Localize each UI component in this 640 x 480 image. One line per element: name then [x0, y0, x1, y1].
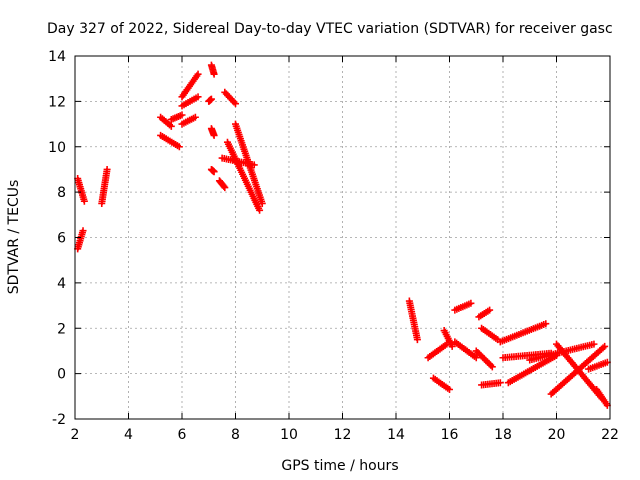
- data-point: [221, 184, 229, 192]
- data-point: [178, 111, 186, 119]
- data-point: [210, 131, 218, 139]
- y-axis-label: SDTVAR / TECUs: [6, 180, 22, 295]
- data-point: [496, 379, 504, 387]
- data-point: [167, 122, 175, 130]
- point-group: [478, 379, 504, 389]
- data-series: [74, 61, 611, 409]
- x-tick-label: 16: [441, 427, 459, 443]
- chart-title: Day 327 of 2022, Sidereal Day-to-day VTE…: [47, 21, 613, 37]
- data-point: [413, 336, 421, 344]
- data-point: [488, 363, 496, 371]
- point-group: [496, 320, 550, 346]
- point-group: [451, 338, 480, 362]
- data-point: [250, 161, 258, 169]
- point-group: [585, 358, 611, 373]
- data-point: [446, 386, 453, 394]
- point-group: [167, 111, 186, 124]
- data-point: [210, 70, 218, 78]
- point-group: [178, 70, 202, 101]
- x-tick-label: 10: [280, 427, 298, 443]
- point-group: [223, 138, 264, 214]
- x-tick-label: 12: [334, 427, 352, 443]
- y-tick-label: 14: [48, 49, 66, 65]
- data-point: [601, 342, 609, 350]
- point-group: [74, 227, 87, 253]
- data-point: [472, 354, 480, 362]
- point-group: [205, 95, 215, 105]
- x-tick-label: 6: [178, 427, 187, 443]
- grid: [75, 56, 610, 419]
- x-tick-label: 22: [601, 427, 619, 443]
- point-group: [405, 297, 421, 344]
- data-point: [232, 100, 239, 108]
- y-tick-label: 0: [57, 367, 66, 383]
- y-tick-label: 6: [57, 231, 66, 247]
- data-point: [448, 342, 456, 350]
- x-tick-label: 14: [387, 427, 405, 443]
- data-point: [207, 95, 215, 103]
- point-group: [178, 113, 199, 128]
- data-point: [210, 168, 218, 176]
- data-point: [542, 320, 550, 328]
- point-group: [98, 165, 111, 207]
- data-point: [80, 197, 88, 205]
- point-group: [74, 175, 88, 205]
- point-group: [221, 88, 239, 108]
- point-group: [215, 177, 229, 192]
- data-point: [103, 165, 111, 173]
- x-axis-ticks: 2 4 6 8 10 12 14 16 18 20 22: [71, 56, 619, 443]
- x-axis-label: GPS time / hours: [281, 458, 398, 474]
- point-group: [157, 113, 175, 130]
- y-tick-label: 8: [57, 185, 66, 201]
- point-group: [218, 154, 258, 169]
- data-point: [194, 70, 202, 78]
- y-tick-label: 10: [48, 140, 66, 156]
- y-axis-ticks: -2 0 2 4 6 8 10 12 14: [48, 49, 610, 428]
- point-group: [499, 349, 555, 362]
- y-tick-label: 12: [48, 94, 66, 110]
- data-point: [590, 340, 598, 348]
- point-group: [207, 165, 218, 176]
- point-group: [553, 340, 606, 403]
- y-tick-label: -2: [52, 412, 66, 428]
- point-group: [547, 342, 609, 398]
- data-point: [79, 227, 87, 235]
- data-point: [258, 199, 266, 207]
- point-group: [178, 93, 202, 110]
- point-group: [207, 61, 218, 78]
- data-point: [467, 299, 475, 307]
- x-tick-label: 8: [231, 427, 240, 443]
- point-group: [451, 299, 475, 314]
- y-tick-label: 2: [57, 321, 66, 337]
- point-group: [157, 131, 183, 151]
- point-group: [593, 386, 611, 409]
- point-group: [207, 125, 218, 139]
- data-point: [194, 93, 202, 101]
- point-group: [429, 374, 453, 394]
- x-tick-label: 18: [494, 427, 512, 443]
- y-tick-label: 4: [57, 276, 66, 292]
- point-group: [478, 324, 502, 344]
- x-tick-label: 20: [548, 427, 566, 443]
- data-point: [175, 143, 183, 151]
- point-group: [475, 306, 494, 321]
- data-point: [486, 306, 494, 314]
- point-group: [472, 347, 496, 371]
- data-point: [191, 113, 199, 121]
- data-point: [256, 206, 264, 214]
- point-group: [440, 327, 456, 350]
- x-tick-label: 4: [124, 427, 133, 443]
- x-tick-label: 2: [71, 427, 80, 443]
- data-point: [220, 182, 228, 190]
- point-group: [424, 340, 451, 362]
